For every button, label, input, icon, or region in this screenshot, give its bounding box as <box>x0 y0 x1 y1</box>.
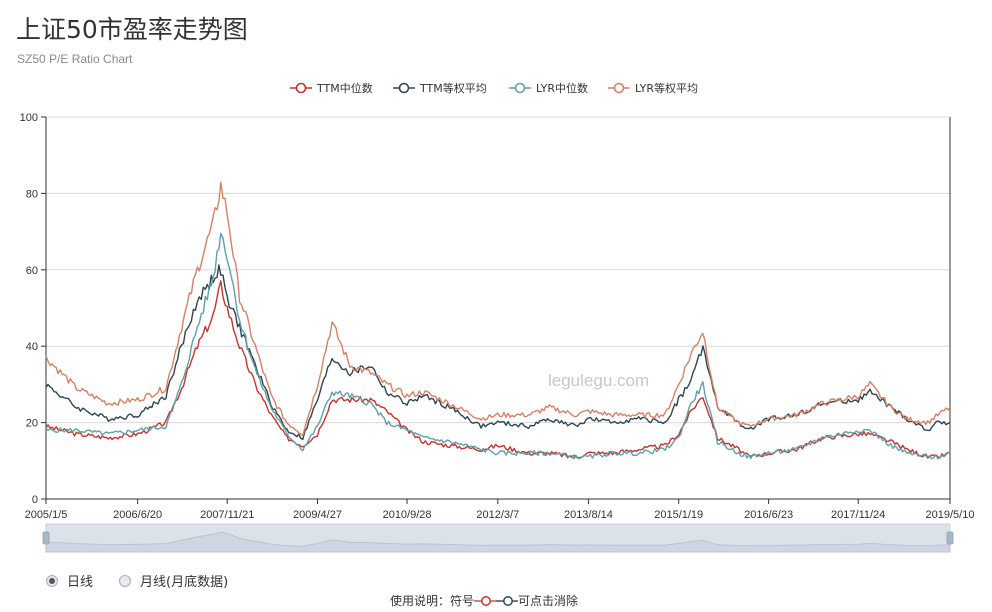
usage-prefix: 使用说明：符号 <box>390 594 475 608</box>
x-tick-label: 2005/1/5 <box>25 509 68 521</box>
legend-marker-icon <box>613 82 625 94</box>
legend-symbol-icon <box>474 595 519 606</box>
daily-radio[interactable] <box>46 574 58 587</box>
daily-label[interactable]: 日线 <box>67 575 94 590</box>
y-tick-label: 20 <box>26 418 38 430</box>
page-title: 上证50市盈率走势图 <box>16 15 248 44</box>
legend-label: LYR中位数 <box>536 81 588 95</box>
x-tick-label: 2012/3/7 <box>476 509 519 521</box>
legend-item-0[interactable]: TTM中位数 <box>290 81 373 95</box>
legend-symbol-circle-b <box>503 595 513 606</box>
usage-note: 使用说明：符号 可点击消除 <box>390 592 578 609</box>
legend-label: TTM中位数 <box>316 81 373 95</box>
legend-marker-icon <box>295 82 307 94</box>
slider-window <box>46 524 950 552</box>
y-tick-label: 40 <box>26 341 38 353</box>
legend-symbol-circle-a <box>481 595 491 606</box>
y-tick-label: 80 <box>26 188 38 200</box>
legend-label: TTM等权平均 <box>419 81 487 95</box>
x-tick-label: 2010/9/28 <box>383 509 432 521</box>
legend-item-2[interactable]: LYR中位数 <box>509 81 588 95</box>
y-tick-label: 0 <box>32 494 38 506</box>
legend-item-1[interactable]: TTM等权平均 <box>393 81 487 95</box>
x-tick-label: 2006/6/20 <box>113 509 162 521</box>
legend-label: LYR等权平均 <box>635 81 698 95</box>
monthly-label[interactable]: 月线(月底数据) <box>140 575 229 590</box>
monthly-radio[interactable] <box>119 574 132 587</box>
x-tick-label: 2009/4/27 <box>293 509 342 521</box>
usage-suffix: 可点击消除 <box>518 594 579 608</box>
x-tick-label: 2017/11/24 <box>831 509 885 521</box>
slider-preview-area <box>45 531 951 553</box>
series-line-3 <box>45 181 951 437</box>
period-toggle: 日线 月线(月底数据) <box>46 571 254 590</box>
slider-handle-left[interactable] <box>42 531 50 545</box>
x-tick-label: 2019/5/10 <box>926 509 975 521</box>
series-line-0 <box>45 280 951 459</box>
slider-handle-right[interactable] <box>946 531 954 545</box>
legend-marker-icon <box>514 82 526 94</box>
x-tick-label: 2013/8/14 <box>564 509 613 521</box>
x-tick-label: 2016/6/23 <box>744 509 793 521</box>
y-tick-label: 60 <box>26 265 38 277</box>
watermark: legulegu.com <box>548 371 649 390</box>
legend-item-3[interactable]: LYR等权平均 <box>608 81 698 95</box>
y-tick-label: 100 <box>20 112 38 124</box>
page-subtitle: SZ50 P/E Ratio Chart <box>17 52 133 66</box>
legend-marker-icon <box>398 82 410 94</box>
data-zoom-slider[interactable] <box>42 523 954 553</box>
x-tick-label: 2015/1/19 <box>654 509 703 521</box>
x-tick-label: 2007/11/21 <box>200 509 254 521</box>
series-line-2 <box>45 232 951 460</box>
